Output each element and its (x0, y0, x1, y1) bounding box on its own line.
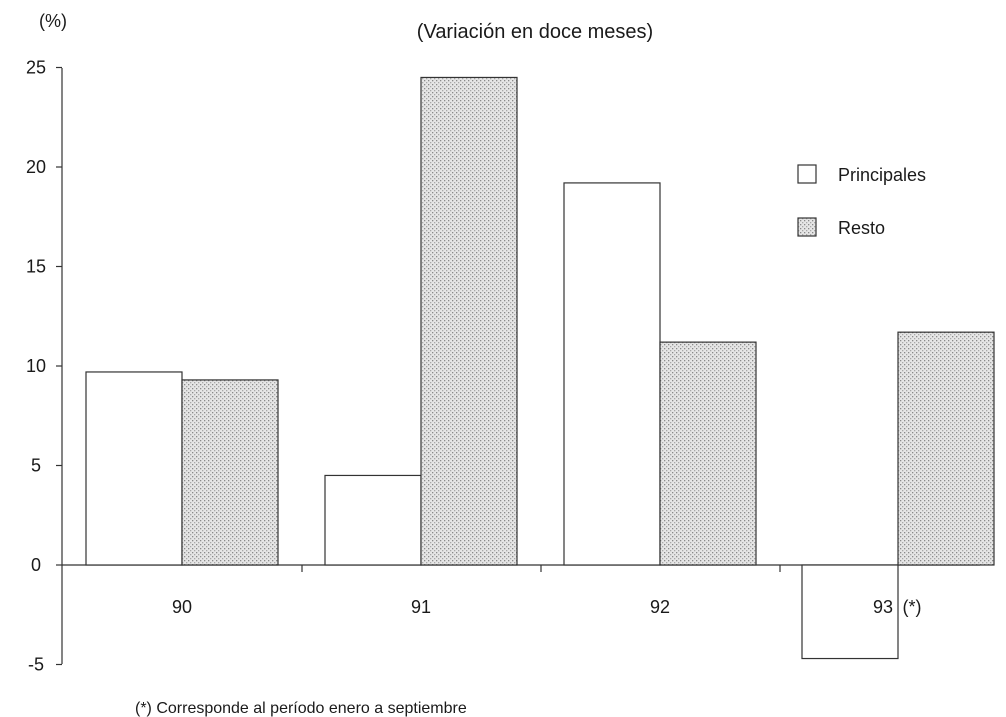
y-tick-label: 10 (26, 356, 46, 376)
bars (85, 76, 995, 660)
bar-resto-90 (181, 379, 279, 566)
y-tick-label: -5 (28, 655, 44, 675)
bar-principales-90 (85, 371, 183, 566)
bar-resto-91 (420, 76, 518, 566)
legend-swatch-resto (797, 217, 817, 237)
footnote: (*) Corresponde al período enero a septi… (135, 700, 467, 717)
legend-swatch-principales (797, 164, 817, 184)
y-tick-label: 15 (26, 257, 46, 277)
x-tick-label-note: (*) (903, 597, 922, 617)
legend-label-resto: Resto (838, 218, 885, 238)
x-tick-label: 92 (650, 597, 670, 617)
x-tick-label: 91 (411, 597, 431, 617)
y-tick-label: 25 (26, 58, 46, 78)
x-axis-labels: 90 91 92 93 (*) (172, 597, 922, 617)
bar-principales-91 (324, 474, 422, 566)
bar-resto-92 (659, 341, 757, 566)
legend: Principales Resto (797, 164, 926, 238)
legend-label-principales: Principales (838, 165, 926, 185)
bar-principales-92 (563, 182, 661, 566)
chart-subtitle: (Variación en doce meses) (417, 21, 653, 43)
y-axis-unit: (%) (39, 11, 67, 31)
x-tick-label: 93 (873, 597, 893, 617)
x-tick-label: 90 (172, 597, 192, 617)
bar-principales-93 (801, 564, 899, 660)
x-axis-ticks (301, 565, 781, 572)
y-tick-label: 20 (26, 157, 46, 177)
y-tick-label: 0 (31, 555, 41, 575)
y-tick-label: 5 (31, 456, 41, 476)
bar-resto-93 (897, 331, 995, 566)
y-axis-ticks: 25 20 15 10 5 0 -5 (26, 58, 62, 675)
